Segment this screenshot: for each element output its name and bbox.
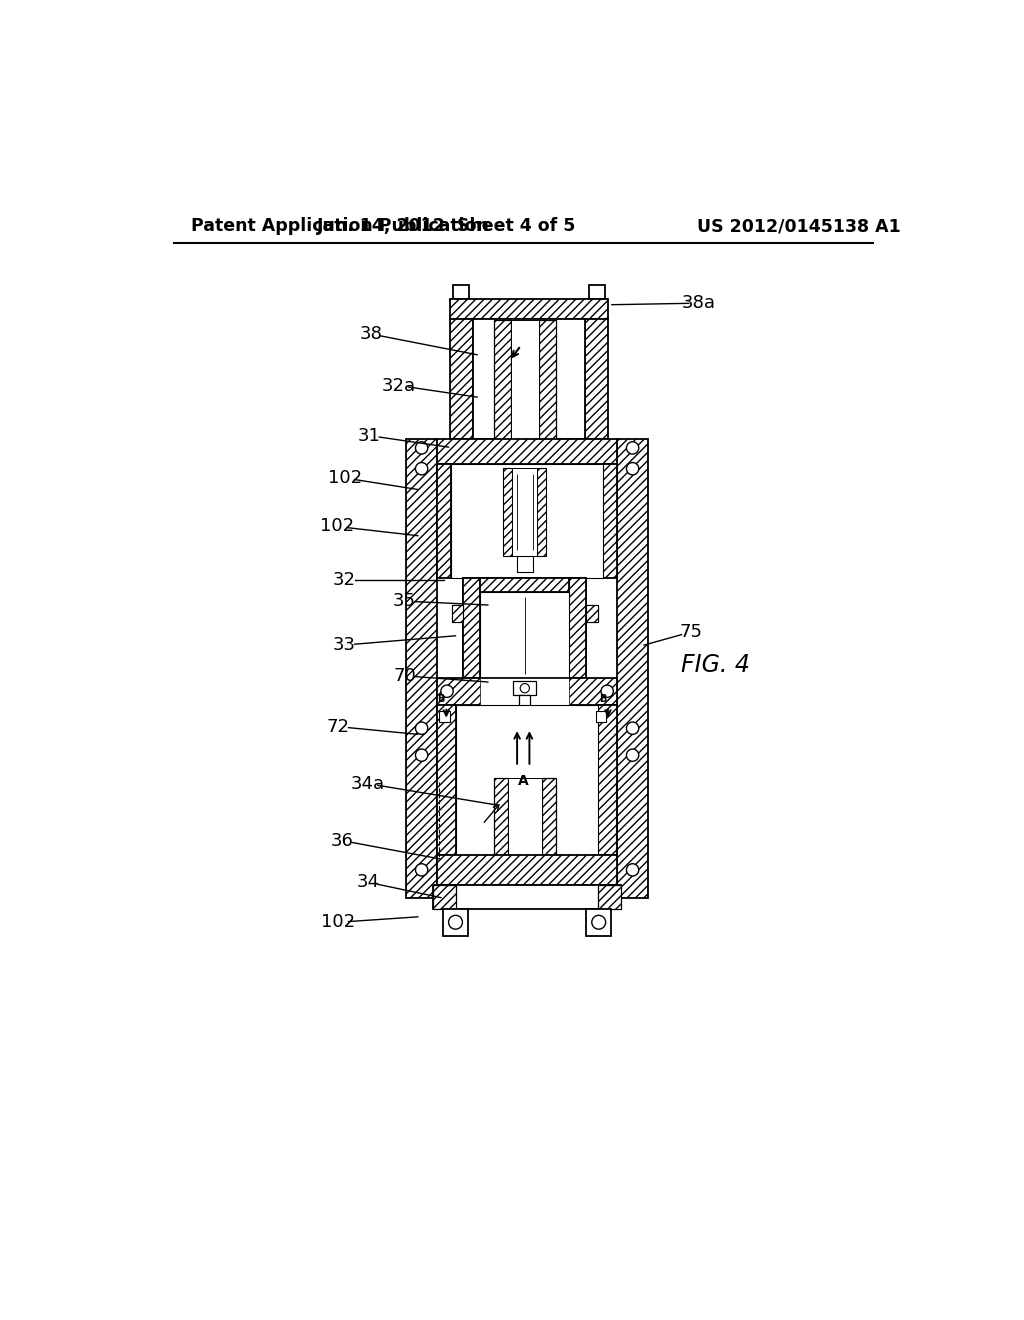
Bar — [451, 465, 603, 578]
Text: FIG. 4: FIG. 4 — [681, 653, 751, 677]
Bar — [480, 591, 569, 678]
Bar — [451, 300, 608, 318]
Circle shape — [627, 863, 639, 876]
Bar — [494, 321, 511, 520]
Circle shape — [592, 915, 605, 929]
Bar — [538, 469, 547, 557]
Circle shape — [416, 462, 428, 475]
Bar — [596, 711, 606, 722]
Circle shape — [627, 442, 639, 454]
Text: Jun. 14, 2012  Sheet 4 of 5: Jun. 14, 2012 Sheet 4 of 5 — [316, 218, 575, 235]
Bar — [437, 855, 617, 884]
Text: 38: 38 — [359, 325, 382, 343]
Bar — [433, 884, 621, 909]
Bar — [437, 705, 457, 855]
Circle shape — [627, 748, 639, 762]
Bar — [513, 681, 537, 696]
Bar — [437, 678, 617, 705]
Bar — [603, 465, 617, 578]
Bar — [587, 605, 598, 622]
Text: 70: 70 — [393, 667, 416, 685]
Bar — [587, 909, 611, 936]
Bar — [437, 465, 451, 578]
Bar — [503, 469, 512, 557]
Bar — [452, 605, 463, 622]
Bar — [539, 321, 556, 520]
Bar — [585, 318, 608, 440]
Bar — [587, 605, 598, 622]
Bar — [407, 440, 437, 898]
Text: 102: 102 — [319, 517, 354, 536]
Text: 34: 34 — [356, 874, 379, 891]
Bar — [463, 578, 587, 678]
Circle shape — [416, 748, 428, 762]
Text: 33: 33 — [333, 636, 356, 653]
Bar — [542, 779, 556, 863]
Text: 34a: 34a — [350, 775, 385, 792]
Text: 31: 31 — [357, 426, 381, 445]
Bar — [463, 578, 480, 678]
Bar — [480, 678, 569, 705]
Circle shape — [601, 685, 613, 697]
Bar — [437, 440, 617, 465]
Circle shape — [520, 684, 529, 693]
Bar — [617, 440, 648, 898]
Text: Patent Application Publication: Patent Application Publication — [190, 218, 488, 235]
Bar — [480, 578, 569, 591]
Text: 32a: 32a — [382, 376, 416, 395]
Bar — [454, 285, 469, 300]
Circle shape — [449, 915, 463, 929]
Bar — [519, 696, 530, 717]
Bar — [494, 779, 508, 863]
Bar — [433, 884, 457, 909]
Bar — [590, 285, 605, 300]
Bar — [511, 321, 539, 520]
Bar — [439, 711, 451, 722]
Bar — [569, 578, 587, 678]
Bar — [598, 705, 617, 855]
Circle shape — [416, 442, 428, 454]
Text: B: B — [599, 693, 606, 704]
Text: 32: 32 — [333, 572, 356, 589]
Bar — [452, 605, 463, 622]
Circle shape — [627, 722, 639, 734]
Bar — [512, 469, 538, 557]
Bar — [443, 909, 468, 936]
Text: A: A — [518, 775, 528, 788]
Text: 38a: 38a — [682, 294, 716, 312]
Text: 102: 102 — [328, 469, 361, 487]
Text: 36: 36 — [331, 832, 353, 850]
Bar — [517, 557, 532, 572]
Circle shape — [416, 722, 428, 734]
Bar — [508, 779, 542, 863]
Text: 102: 102 — [322, 913, 355, 931]
Circle shape — [416, 863, 428, 876]
Bar — [457, 705, 598, 855]
Bar — [598, 884, 621, 909]
Text: US 2012/0145138 A1: US 2012/0145138 A1 — [697, 218, 901, 235]
Text: 75: 75 — [680, 623, 702, 642]
Bar — [473, 318, 585, 440]
Circle shape — [627, 462, 639, 475]
Text: B: B — [437, 693, 444, 704]
Text: 72: 72 — [327, 718, 350, 735]
Text: 35: 35 — [393, 593, 416, 610]
Circle shape — [441, 685, 454, 697]
Bar — [451, 318, 473, 440]
